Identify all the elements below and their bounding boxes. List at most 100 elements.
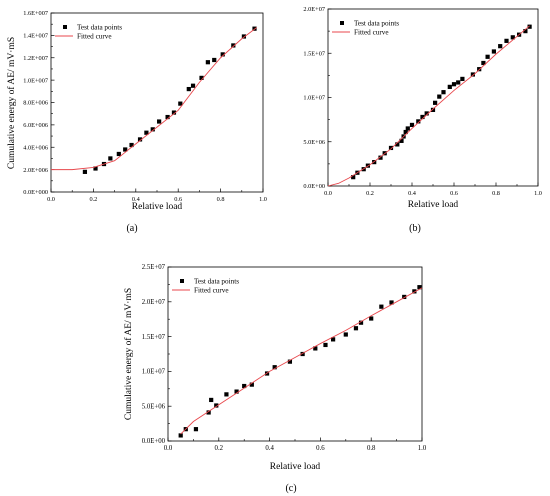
data-point <box>433 100 438 105</box>
data-point <box>470 72 475 77</box>
data-point <box>399 138 404 143</box>
y-axis-title: Cumulative energy of AE/ mV·mS <box>6 37 17 169</box>
data-point <box>416 119 421 124</box>
x-tick-label: 0.4 <box>265 445 274 452</box>
y-tick-label: 1.2E+007 <box>23 55 48 62</box>
y-tick-label: 1.0E+007 <box>23 77 48 84</box>
data-point <box>206 410 211 415</box>
panel-label: (c) <box>285 483 296 494</box>
x-tick-label: 1.0 <box>418 445 427 452</box>
y-tick-label: 1.0E+07 <box>303 95 325 102</box>
y-tick-label: 6.0E+006 <box>23 122 48 129</box>
x-axis-title: Relative load <box>270 462 321 472</box>
data-point <box>323 342 328 348</box>
data-point <box>205 60 210 65</box>
x-tick-label: 0.6 <box>450 190 458 197</box>
data-point <box>409 122 415 128</box>
data-point <box>272 365 277 370</box>
x-tick-label: 0.4 <box>132 196 141 203</box>
x-tick-label: 0.0 <box>324 190 332 197</box>
y-tick-label: 5.0E+06 <box>303 139 325 146</box>
chart-panel: 0.0 0.2 0.4 0.6 0.8 1.0 0.0E+00 5.0E+06 1.0E+07 1… <box>303 6 542 234</box>
data-point <box>93 166 98 171</box>
data-point <box>412 289 417 294</box>
data-point <box>417 285 422 290</box>
x-tick-label: 0.8 <box>217 196 225 203</box>
data-point <box>437 94 442 99</box>
data-point <box>157 119 162 124</box>
data-point <box>199 75 204 80</box>
data-point <box>343 332 348 337</box>
x-tick-label: 0.8 <box>492 190 500 197</box>
y-tick-label: 1.5E+07 <box>142 334 166 341</box>
data-point <box>351 175 356 180</box>
data-point <box>378 155 383 160</box>
fitted-curve <box>327 25 530 187</box>
data-point <box>369 316 374 321</box>
y-tick-label: 8.0E+006 <box>23 100 48 107</box>
data-point <box>82 169 88 174</box>
panel-label: (a) <box>126 223 137 234</box>
data-point <box>150 127 155 132</box>
data-point <box>510 35 515 40</box>
data-point <box>447 84 452 89</box>
data-point <box>123 147 128 152</box>
data-point <box>491 49 496 54</box>
data-point <box>460 76 465 82</box>
legend-label: Fitted curve <box>194 286 229 294</box>
data-point <box>224 392 229 397</box>
data-point <box>165 114 170 120</box>
fitted-curve <box>51 27 257 171</box>
y-tick-label: 2.5E+07 <box>142 264 166 271</box>
legend-label: Fitted curve <box>77 32 112 40</box>
y-tick-label: 2.0E+006 <box>23 167 48 174</box>
x-tick-label: 0.2 <box>366 190 374 197</box>
data-point <box>430 107 436 112</box>
data-point <box>523 29 528 34</box>
data-point <box>231 43 236 48</box>
data-point <box>313 346 318 351</box>
x-tick-label: 0.0 <box>164 445 173 452</box>
data-point <box>287 359 293 364</box>
data-point <box>481 60 486 66</box>
legend-label: Test data points <box>77 23 122 31</box>
data-point <box>441 90 446 95</box>
data-point <box>405 126 410 131</box>
y-tick-label: 2.0E+07 <box>303 6 325 13</box>
data-point <box>353 326 359 331</box>
chart-panel: 0.0 0.2 0.4 0.6 0.8 1.0 0.0E+000 2.0E+006 4.0E+0… <box>6 10 267 234</box>
x-axis-title: Relative load <box>132 202 183 212</box>
data-point <box>144 130 149 135</box>
y-axis-title: Cumulative energy of AE/ mV·mS <box>123 288 134 420</box>
data-point <box>241 34 247 39</box>
x-tick-label: 0.4 <box>408 190 417 197</box>
x-tick-label: 0.2 <box>89 196 97 203</box>
data-point <box>485 54 490 59</box>
y-tick-label: 0.0E+00 <box>303 183 325 190</box>
data-point <box>420 114 425 120</box>
data-point <box>300 351 305 357</box>
y-tick-label: 2.0E+07 <box>142 299 166 306</box>
data-point <box>451 82 457 87</box>
legend-label: Test data points <box>194 277 239 285</box>
y-tick-label: 5.0E+06 <box>142 403 166 410</box>
x-tick-label: 0.0 <box>47 196 55 203</box>
data-point <box>424 111 429 116</box>
data-point <box>242 383 247 389</box>
data-point <box>137 137 143 142</box>
data-point <box>193 427 199 432</box>
x-tick-label: 0.2 <box>215 445 224 452</box>
x-tick-label: 1.0 <box>534 190 542 197</box>
data-point <box>234 389 239 394</box>
data-point <box>129 142 134 148</box>
data-point <box>402 294 407 300</box>
y-tick-label: 0.0E+000 <box>23 189 48 196</box>
data-point <box>178 101 183 106</box>
legend-label: Test data points <box>354 19 399 27</box>
data-point <box>108 156 113 161</box>
data-point <box>214 403 219 408</box>
data-point <box>395 142 400 147</box>
data-point <box>116 151 121 157</box>
data-point <box>358 320 364 325</box>
y-tick-label: 1.0E+07 <box>142 369 166 376</box>
